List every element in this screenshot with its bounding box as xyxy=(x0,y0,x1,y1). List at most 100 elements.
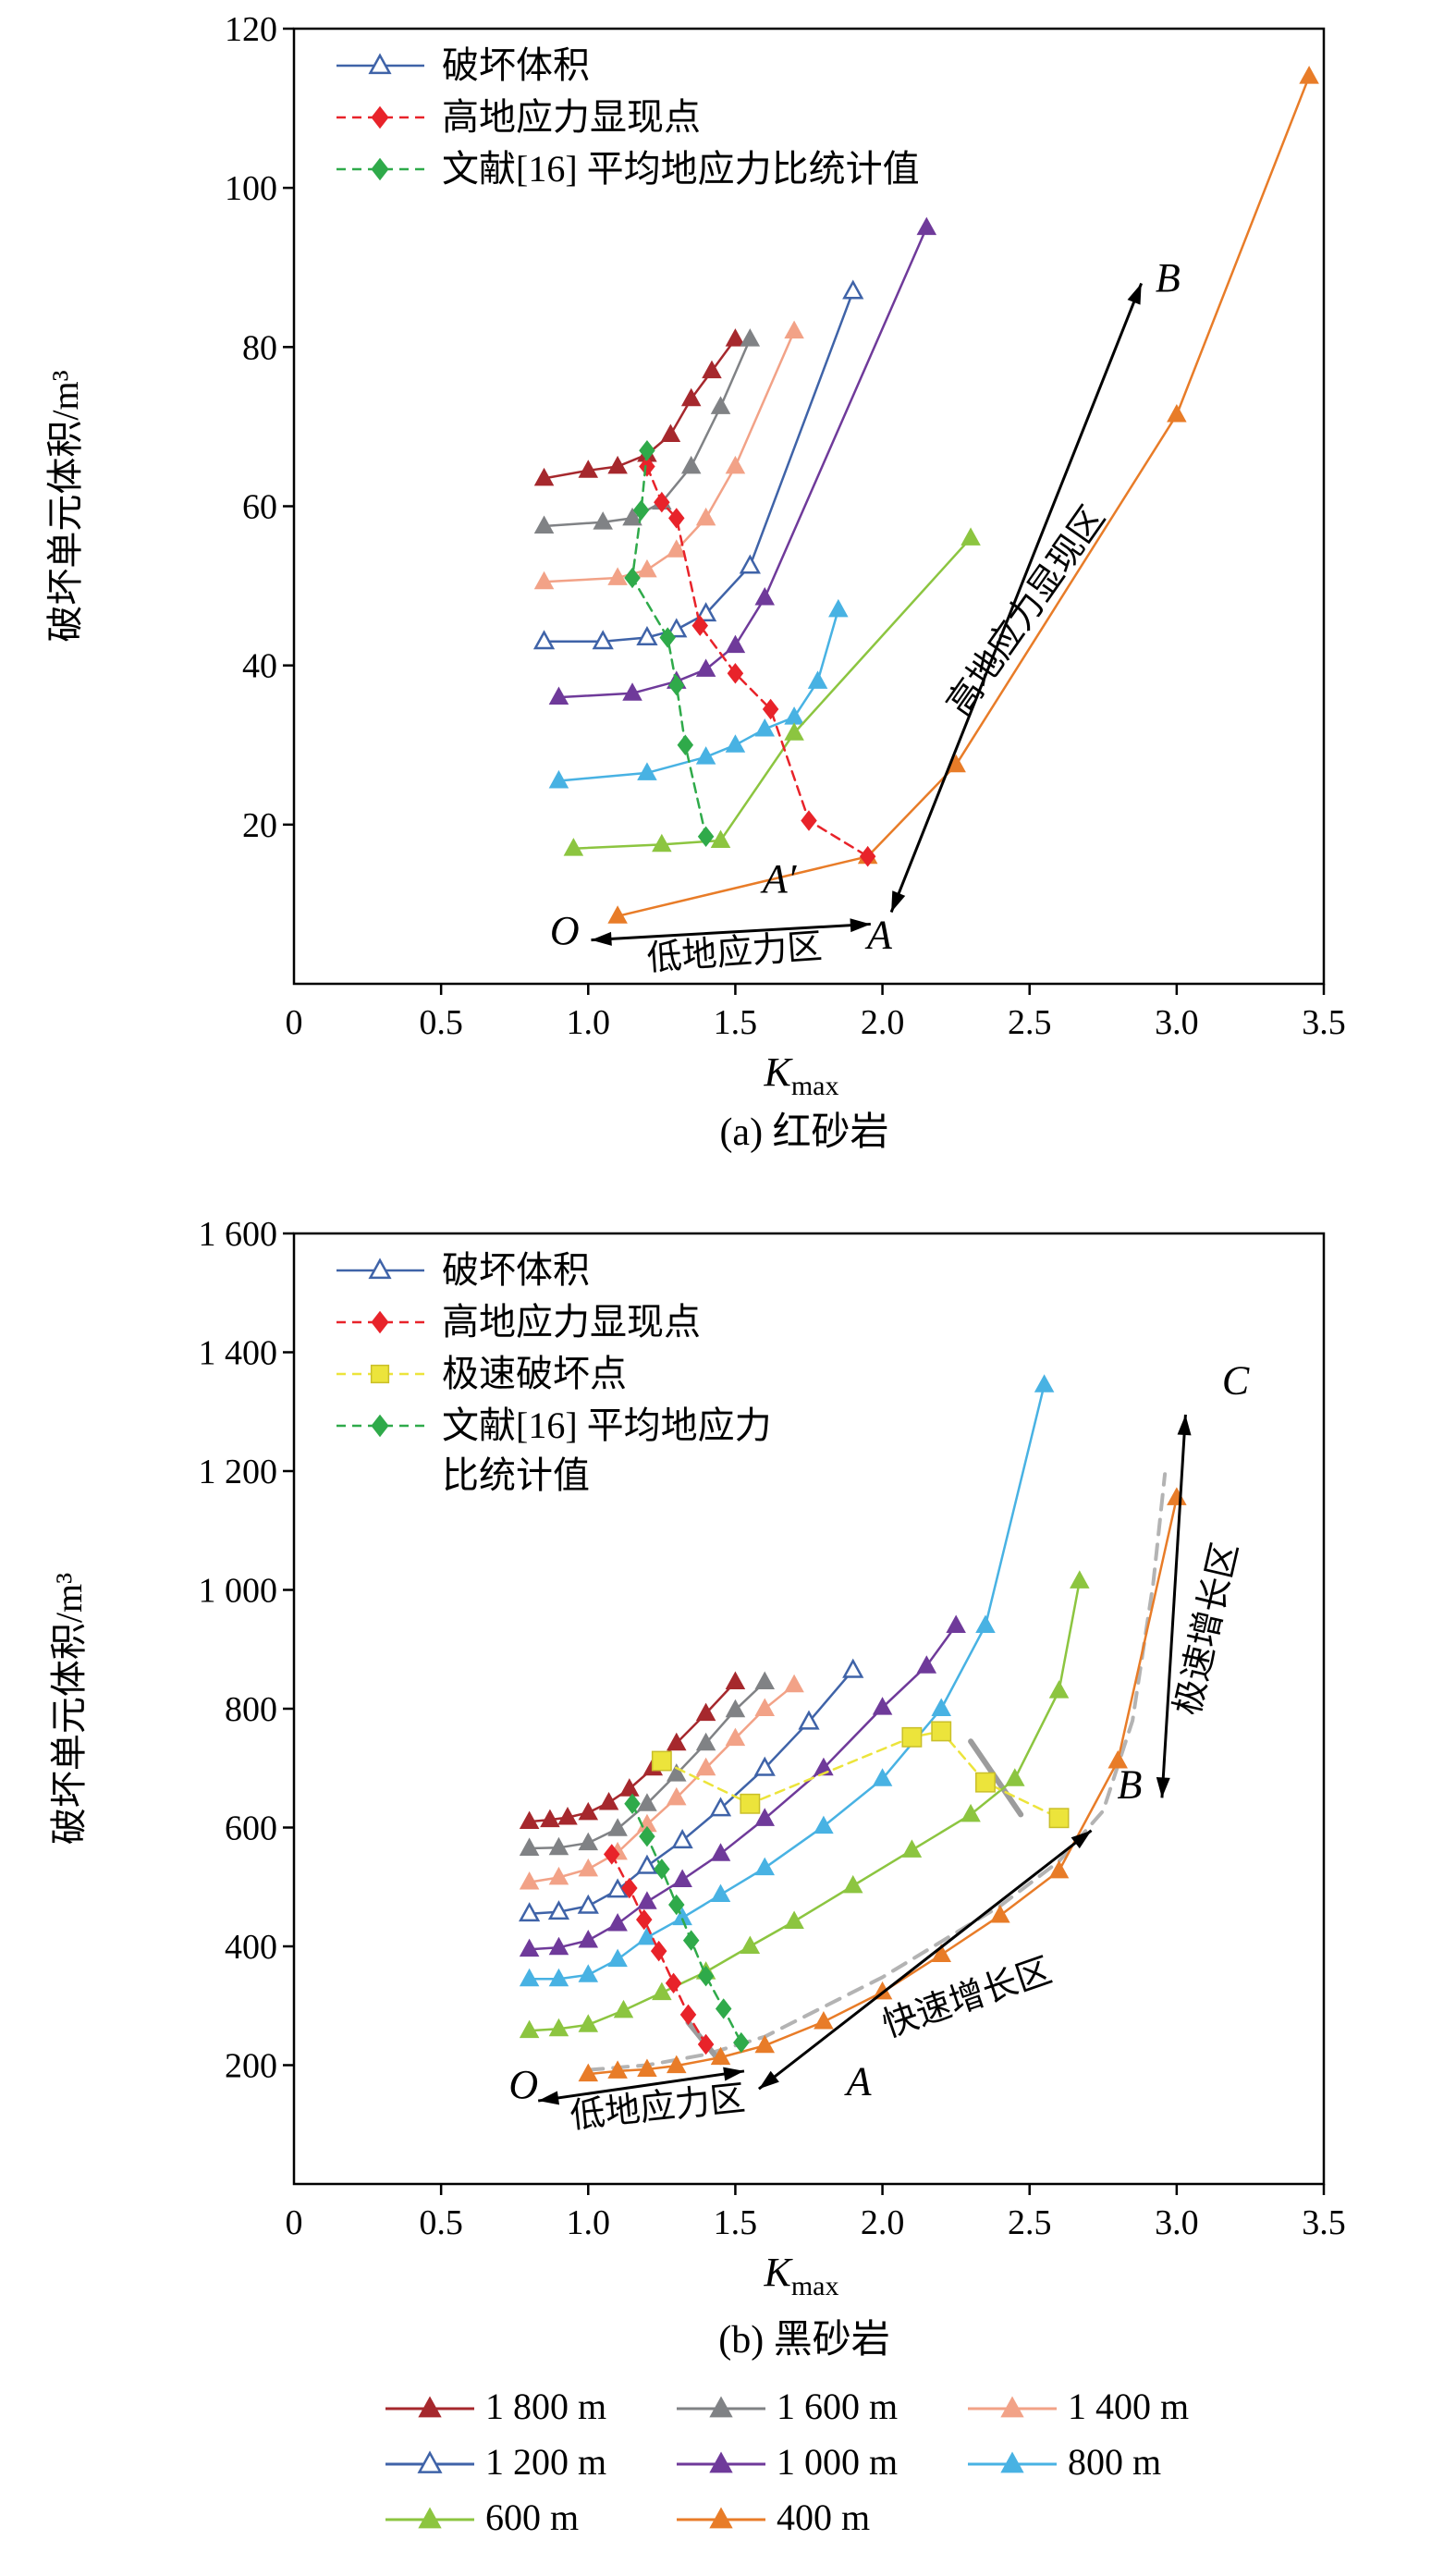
series-line xyxy=(586,1472,1168,2072)
series-marker-triangle-icon xyxy=(578,1802,599,1821)
series-marker-diamond-icon xyxy=(668,508,685,529)
series-marker-triangle-icon xyxy=(532,630,556,650)
series-marker-diamond-icon xyxy=(668,1895,685,1916)
series-marker-triangle-icon xyxy=(548,1867,569,1885)
series-marker-diamond-icon xyxy=(668,674,685,696)
series-marker-triangle-icon xyxy=(1167,1487,1187,1506)
arrowhead-icon xyxy=(591,931,612,946)
series-marker-triangle-icon xyxy=(709,1797,732,1817)
depth-legend: 1 800 m 1 600 m 1 400 m 1 200 m 1 000 m 800 m… xyxy=(384,2384,1456,2541)
series-marker-diamond-icon xyxy=(733,2032,750,2054)
arrowhead-icon xyxy=(1127,283,1142,305)
chart-a-caption: (a) 红砂岩 xyxy=(719,1111,889,1154)
series-marker-triangle-icon xyxy=(695,1702,716,1722)
annotation-arrow xyxy=(889,282,1144,914)
legend-triangle-icon xyxy=(1000,2396,1024,2417)
annotation-O: O xyxy=(508,2062,538,2107)
series-marker-triangle-icon xyxy=(710,829,731,848)
series-marker-triangle-icon xyxy=(548,1969,569,1987)
series-marker-triangle-icon xyxy=(784,1675,804,1693)
series-marker-triangle-icon xyxy=(666,618,688,638)
series-marker-triangle-icon xyxy=(784,722,804,741)
series-marker-triangle-icon xyxy=(519,1837,540,1857)
series-marker-triangle-icon xyxy=(725,1727,746,1747)
series-marker-triangle-icon xyxy=(702,360,722,379)
depth-legend-label: 1 800 m xyxy=(485,2386,607,2428)
series-marker-diamond-icon xyxy=(679,2004,697,2026)
y-tick-label: 800 xyxy=(225,1690,277,1729)
annotation-arrow xyxy=(1160,1415,1187,1798)
series-marker-triangle-icon xyxy=(592,630,614,650)
series-marker-triangle-icon xyxy=(666,1763,687,1782)
y-tick-label: 600 xyxy=(225,1810,277,1848)
series-marker-triangle-icon xyxy=(975,1614,996,1634)
series-marker-triangle-icon xyxy=(990,1905,1010,1923)
series-marker-triangle-icon xyxy=(666,1733,687,1751)
series-marker-triangle-icon xyxy=(666,539,687,558)
series-marker-triangle-icon xyxy=(710,1883,731,1903)
series-marker-diamond-icon xyxy=(603,1844,620,1865)
series-marker-triangle-icon xyxy=(607,1913,628,1932)
series-marker-triangle-icon xyxy=(725,634,746,654)
series-marker-triangle-icon xyxy=(694,602,717,622)
series-marker-triangle-icon xyxy=(916,1655,937,1674)
series-marker-triangle-icon xyxy=(578,1964,599,1983)
series-marker-diamond-icon xyxy=(624,567,641,589)
series-marker-triangle-icon xyxy=(916,216,937,236)
legend-triangle-icon xyxy=(709,2451,733,2472)
chart-a-block: 0 0.5 1.0 1.5 2.0 2.5 3.0 3.5 20 40 60 80 100 120 破坏单元… xyxy=(0,6,1456,1155)
y-axis-label: 破坏单元体积/m³ xyxy=(44,370,86,642)
series-marker-triangle-icon xyxy=(540,1809,560,1828)
arrowhead-icon xyxy=(1071,1831,1092,1849)
series-marker-diamond-icon xyxy=(636,1909,653,1931)
annotation-A-prime: A′ xyxy=(760,856,798,902)
series-marker-triangle-icon xyxy=(842,1658,864,1678)
series-marker-diamond-icon xyxy=(677,734,694,755)
series-marker-triangle-icon xyxy=(578,2014,599,2033)
series-line xyxy=(660,1730,1060,1820)
series-marker-triangle-icon xyxy=(636,1854,658,1875)
series-marker-triangle-icon xyxy=(622,682,642,701)
series-marker-triangle-icon xyxy=(519,1810,540,1830)
series-line xyxy=(645,465,869,858)
y-tick-label: 100 xyxy=(225,169,277,208)
depth-legend-item: 1 800 m xyxy=(384,2384,675,2430)
x-tick-label: 0.5 xyxy=(419,1003,463,1042)
annotation-arrow xyxy=(591,922,871,942)
y-tick-label: 200 xyxy=(225,2047,277,2086)
series-marker-triangle-icon xyxy=(784,320,804,339)
series-marker-square-icon xyxy=(931,1721,952,1742)
series-marker-triangle-icon xyxy=(637,2058,657,2078)
legend-triangle-icon xyxy=(368,53,392,75)
legend-square-icon xyxy=(370,1365,390,1384)
depth-legend-sample xyxy=(677,2507,765,2528)
y-tick-label: 80 xyxy=(242,328,277,367)
series-marker-triangle-icon xyxy=(607,905,628,924)
series-marker-triangle-icon xyxy=(519,1902,541,1922)
series-marker-triangle-icon xyxy=(960,527,981,546)
legend-label: 文献[16] 平均地应力比统计值 xyxy=(442,148,920,190)
series-marker-triangle-icon xyxy=(598,1792,619,1810)
series-marker-diamond-icon xyxy=(621,1878,638,1899)
series-line xyxy=(528,1383,1046,1981)
y-tick-label: 120 xyxy=(225,10,277,49)
series-marker-triangle-icon xyxy=(872,1697,893,1715)
annotation-C: C xyxy=(1222,1358,1250,1404)
series-marker-triangle-icon xyxy=(607,567,628,585)
arrowhead-icon xyxy=(891,890,906,913)
series-marker-diamond-icon xyxy=(762,698,779,720)
y-tick-label: 1 600 xyxy=(199,1215,278,1254)
series-marker-triangle-icon xyxy=(754,586,776,606)
series-marker-triangle-icon xyxy=(607,455,628,474)
arrowhead-icon xyxy=(758,2071,779,2090)
series-marker-triangle-icon xyxy=(637,762,657,780)
series-marker-square-icon xyxy=(901,1727,923,1748)
series-marker-triangle-icon xyxy=(872,1768,893,1787)
series-marker-triangle-icon xyxy=(946,1614,966,1634)
series-marker-triangle-icon xyxy=(652,833,672,853)
series-marker-triangle-icon xyxy=(607,1818,628,1837)
series-marker-triangle-icon xyxy=(607,2060,628,2079)
series-marker-triangle-icon xyxy=(636,625,658,645)
series-marker-triangle-icon xyxy=(754,1671,776,1690)
